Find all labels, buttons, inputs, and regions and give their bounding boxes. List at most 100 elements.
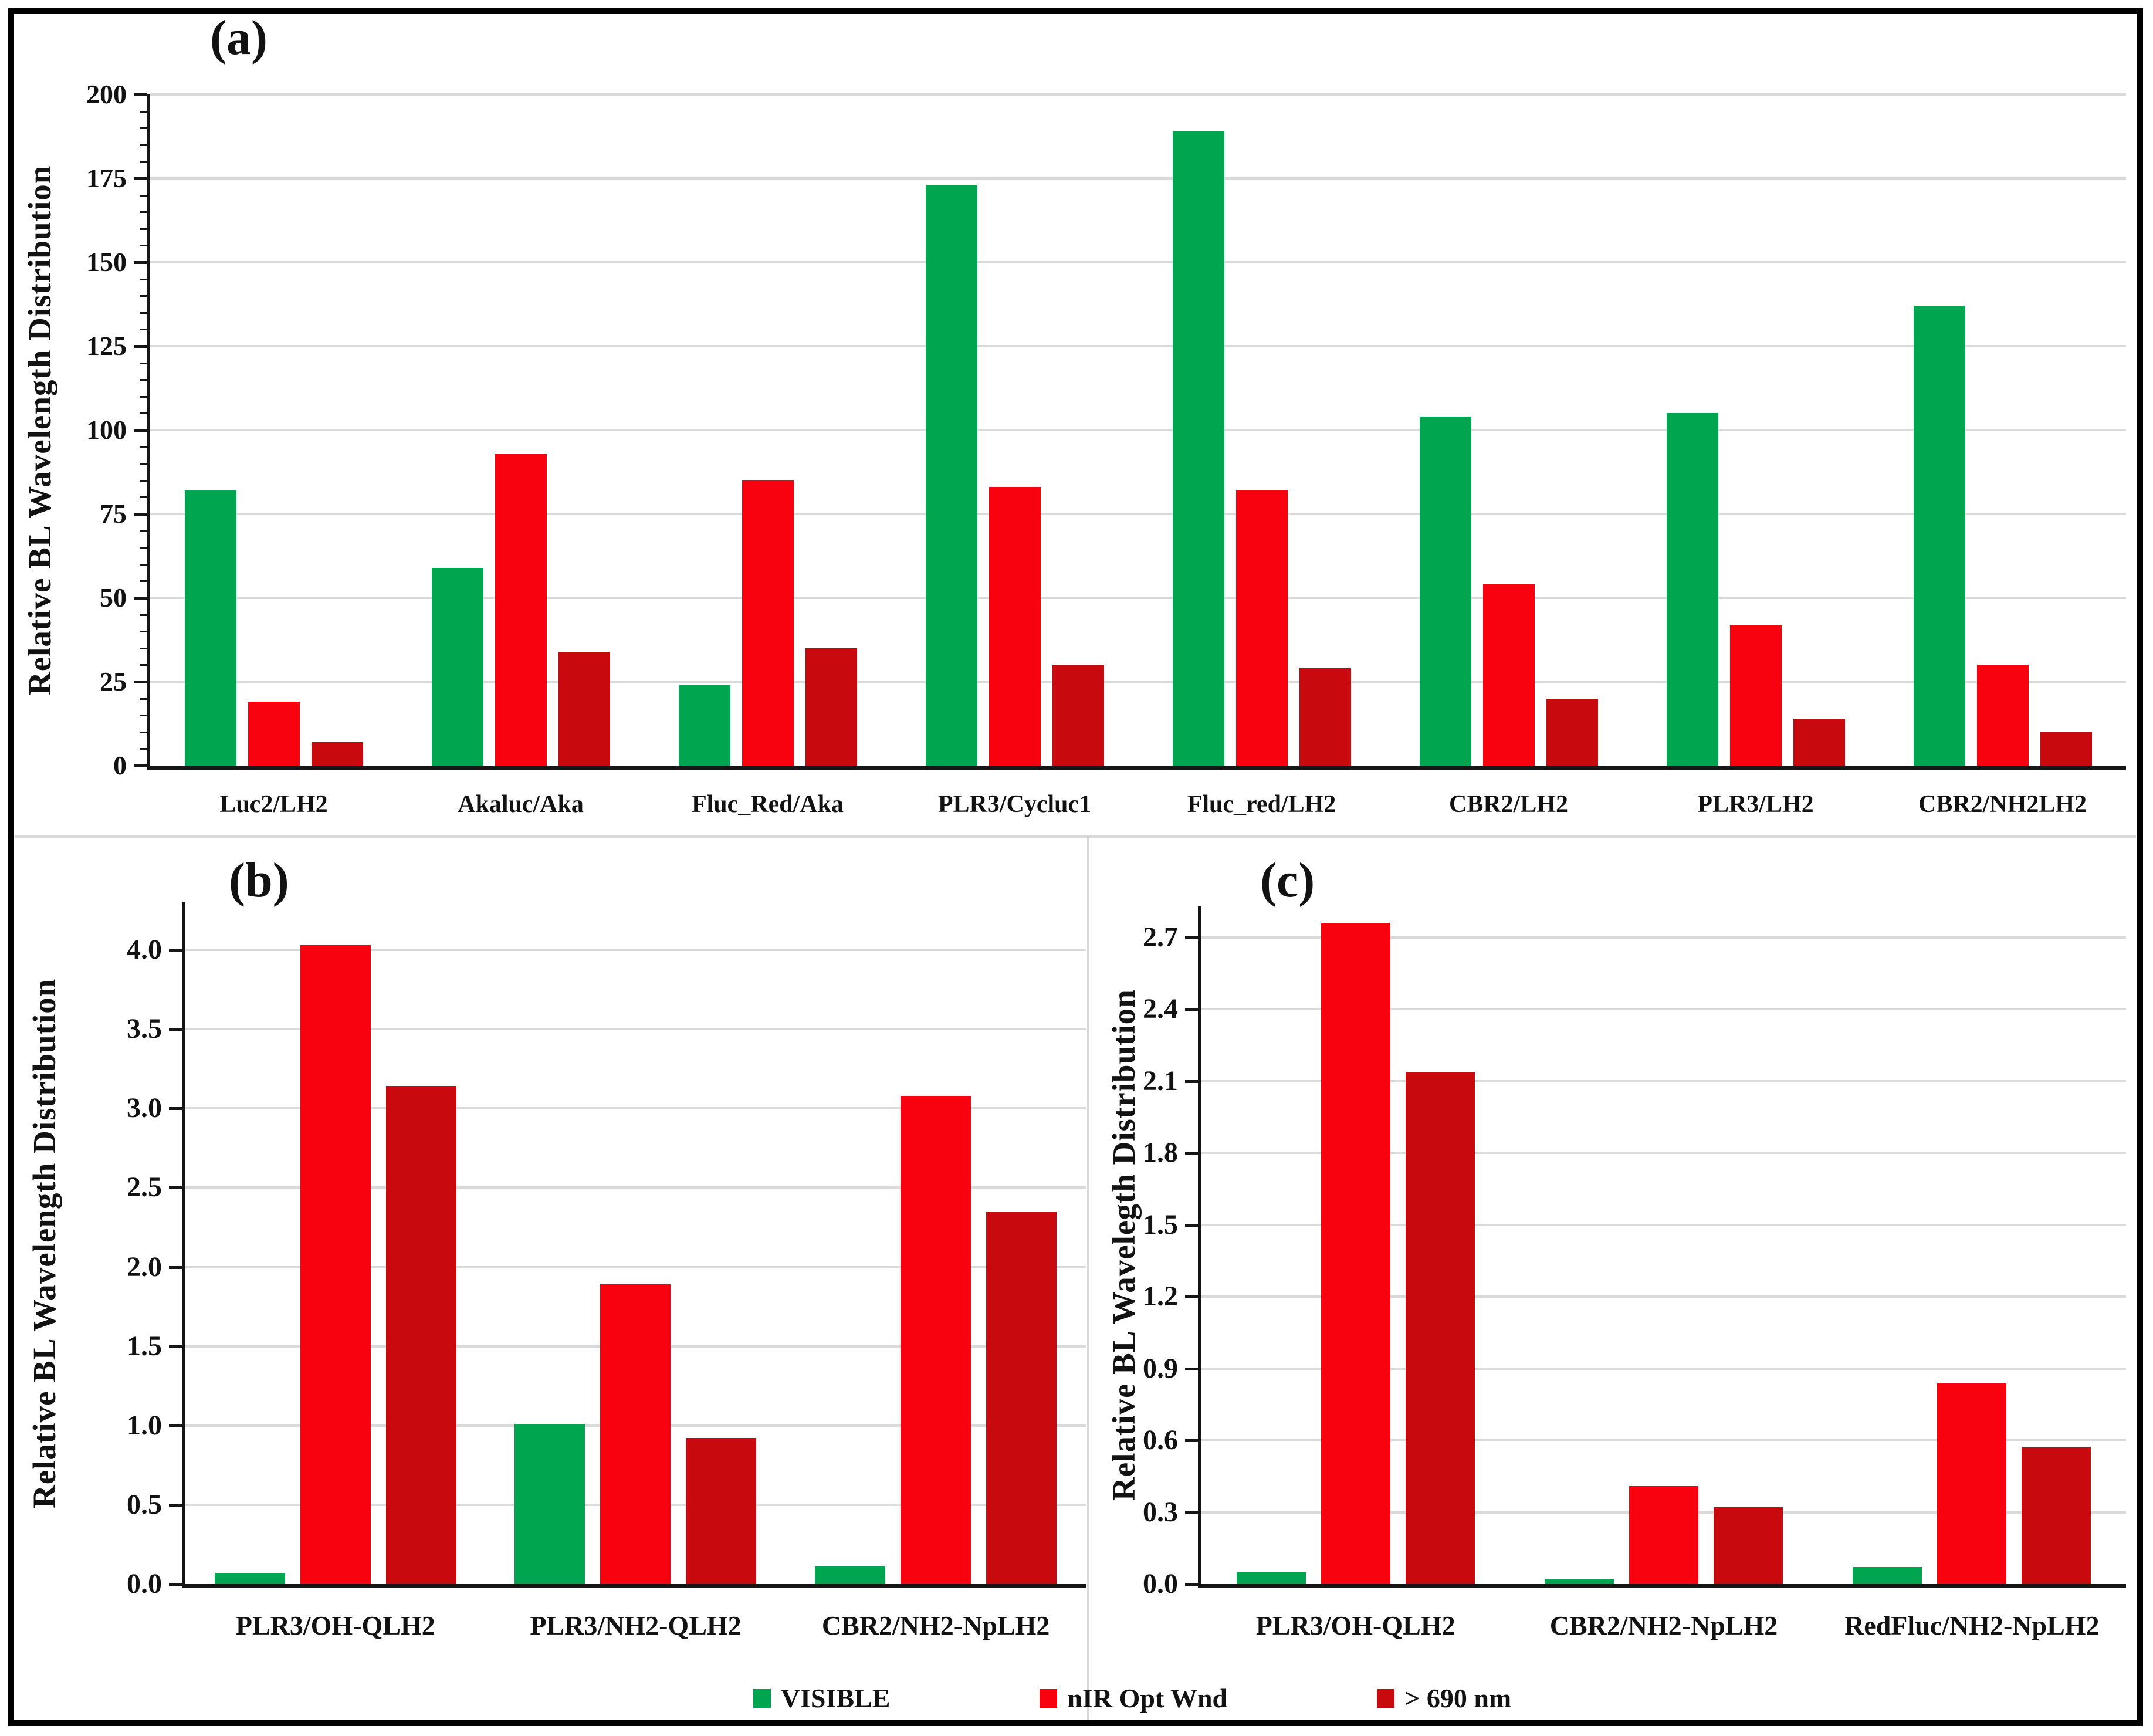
bar-gt690-Fluc_Red/Aka [805,648,857,766]
y-tick-label: 0.6 [1143,1424,1178,1456]
y-tick [1185,1152,1198,1155]
gridline [1201,1439,2126,1442]
gridline [150,429,2126,431]
legend-item-gt-690nm: > 690 nm [1377,1683,1511,1714]
y-tick [1185,1223,1198,1227]
gridline [1201,1295,2126,1298]
panel-c-plot: 0.0 0.3 0.6 0.9 1.2 1.5 1.8 2.1 2.4 2.7 PLR3/OH-QL… [1143,906,2126,1640]
y-minor-tick [140,379,147,381]
y-minor-tick [140,412,147,415]
y-tick [134,513,147,516]
y-tick [1185,1511,1198,1514]
legend-label-visible: VISIBLE [780,1683,891,1713]
y-tick [1185,936,1198,940]
y-minor-tick [140,647,147,649]
panel-a-tag: (a) [210,11,268,65]
panel-b-y-axis-title: Relative BL Wavelength Distribution [26,978,62,1508]
gridline [185,1028,1086,1031]
gridline [185,1186,1086,1189]
y-tick [1185,1079,1198,1083]
bar-visible-PLR3/Cycluc1 [925,185,977,766]
gridline [1201,1223,2126,1226]
bar-gt690-CBR2/LH2 [1546,698,1598,766]
y-minor-tick [140,547,147,549]
y-minor-tick [140,245,147,247]
legend-label-gt-690nm: > 690 nm [1404,1683,1512,1713]
bar-visible-CBR2/NH2-NpLH2 [1544,1579,1614,1584]
y-tick-label: 2.4 [1143,993,1178,1025]
y-tick [169,1503,182,1507]
y-minor-tick [140,295,147,297]
x-category-label: CBR2/NH2-NpLH2 [821,1610,1050,1640]
gridline [185,1265,1086,1268]
y-tick [1185,1295,1198,1299]
bar-gt690-CBR2/NH2-NpLH2 [1713,1507,1783,1584]
panel-c-y-axis-title: Relative BL Wavelegth Distribution [1106,989,1142,1501]
bar-gt690-Fluc_red/LH2 [1299,668,1351,766]
gridline [1201,1152,2126,1155]
visible-swatch-icon [753,1688,771,1708]
bar-group-PLR3/Cycluc1 [891,94,1138,766]
bar-group-CBR2/NH2-NpLH2 [1509,906,1817,1584]
bar-group-PLR3/LH2 [1632,94,1879,766]
y-tick-label: 0.9 [1143,1352,1178,1384]
bar-nir-PLR3/OH-QLH2 [300,945,371,1584]
bar-group-PLR3/OH-QLH2 [1201,906,1509,1584]
y-minor-tick [140,161,147,163]
y-tick-label: 150 [86,247,127,277]
y-minor-tick [140,395,147,398]
bar-group-Fluc_red/LH2 [1138,94,1385,766]
bar-nir-Luc2/LH2 [248,702,300,766]
y-minor-tick [140,312,147,314]
bar-nir-Akaluc/Aka [495,454,547,766]
gridline [1201,936,2126,939]
y-tick [134,764,147,767]
y-minor-tick [140,194,147,197]
y-tick-label: 4.0 [127,934,162,966]
y-minor-tick [140,748,147,750]
gridline [1201,1367,2126,1370]
gridline [150,261,2126,263]
x-category-label: PLR3/NH2-QLH2 [530,1610,742,1640]
bar-group-CBR2/LH2 [1385,94,1632,766]
y-tick-label: 1.8 [1143,1137,1178,1169]
legend-label-nir-opt-wnd: nIR Opt Wnd [1067,1683,1228,1713]
y-minor-tick [140,715,147,717]
gridline [1201,1079,2126,1082]
x-category-label: PLR3/Cycluc1 [937,791,1092,818]
panel-a-plot: 0 25 50 75 100 125 150 175 200 Luc2/LH2 Akaluc/Aka… [86,79,2126,818]
x-category-label: PLR3/OH-QLH2 [1255,1610,1455,1640]
x-category-label: RedFluc/NH2-NpLH2 [1844,1610,2100,1640]
y-minor-tick [140,329,147,331]
bar-visible-CBR2/NH2-NpLH2 [815,1566,886,1584]
y-tick-label: 75 [100,499,127,529]
nir-swatch-icon [1040,1688,1058,1708]
y-minor-tick [140,211,147,214]
bar-group-Luc2/LH2 [150,94,397,766]
panel-b-tag: (b) [229,853,289,908]
y-minor-tick [140,664,147,666]
bar-group-RedFluc/NH2-NpLH2 [1818,906,2126,1584]
x-category-label: PLR3/LH2 [1697,791,1814,818]
y-tick [169,1424,182,1427]
y-minor-tick [140,446,147,448]
bar-group-Akaluc/Aka [397,94,644,766]
y-minor-tick [140,631,147,633]
bar-group-PLR3/NH2-QLH2 [486,902,786,1584]
gridline [185,1107,1086,1110]
x-category-label: CBR2/NH2-NpLH2 [1549,1610,1778,1640]
y-tick [1185,1008,1198,1011]
bar-visible-RedFluc/NH2-NpLH2 [1853,1567,1922,1584]
bar-visible-PLR3/LH2 [1666,413,1718,766]
gridline [150,93,2126,96]
bar-nir-PLR3/LH2 [1729,624,1782,766]
y-minor-tick [140,698,147,700]
y-tick-label: 100 [86,415,127,445]
y-tick-label: 2.1 [1143,1065,1178,1097]
x-category-label: Akaluc/Aka [458,791,584,818]
legend: VISIBLE nIR Opt Wnd > 690 nm [56,1683,2153,1714]
bar-nir-CBR2/NH2LH2 [1976,665,2029,766]
y-minor-tick [140,144,147,146]
y-tick [169,1345,182,1348]
gridline [1201,1008,2126,1011]
